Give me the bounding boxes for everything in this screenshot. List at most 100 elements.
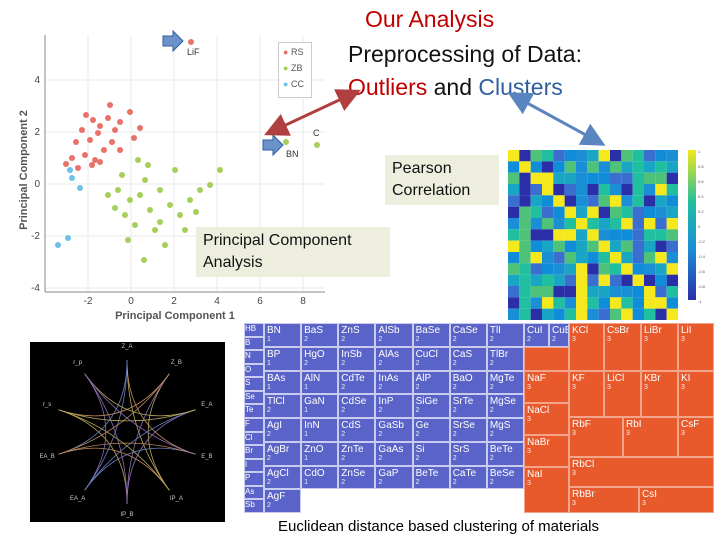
heatmap-cell bbox=[598, 274, 610, 286]
pca-gridlines bbox=[45, 35, 325, 292]
treemap-cell-label: NaF bbox=[527, 373, 546, 384]
heatmap-cell bbox=[519, 240, 531, 252]
treemap-cell: CdSe 2 bbox=[338, 394, 376, 418]
heatmap-cell bbox=[519, 252, 531, 264]
treemap-cell: KCl 3 bbox=[569, 323, 604, 371]
heatmap-cell bbox=[598, 195, 610, 207]
cc-points bbox=[55, 167, 83, 248]
heatmap-cell bbox=[610, 206, 622, 218]
outlier-markers bbox=[188, 39, 320, 148]
chord-diagram: Z_A Z_B E_A E_B IP_A IP_B EA_A EA_B r_s r_p bbox=[30, 342, 225, 522]
heatmap-cells bbox=[508, 150, 678, 320]
heatmap-cell bbox=[542, 172, 554, 184]
heatmap-cell bbox=[655, 184, 667, 196]
treemap-cell-label: BeSe bbox=[489, 467, 515, 479]
treemap-cell-label: RbCl bbox=[572, 459, 595, 470]
treemap-cell-cluster: 3 bbox=[681, 430, 685, 437]
treemap-cell-label: RbF bbox=[572, 419, 591, 430]
heatmap-cell bbox=[530, 184, 542, 196]
heatmap-cell bbox=[564, 308, 576, 320]
treemap-cell-cluster: 3 bbox=[626, 430, 630, 437]
treemap-sidebar-cell: F bbox=[244, 418, 264, 432]
heatmap-cell bbox=[666, 240, 678, 252]
heatmap-cell bbox=[621, 308, 633, 320]
chord-link bbox=[126, 409, 196, 505]
treemap-cell: InP 2 bbox=[375, 394, 413, 418]
treemap-cell-label: MgS bbox=[489, 420, 511, 431]
heatmap-cell bbox=[632, 274, 644, 286]
treemap-cell-cluster: 1 bbox=[304, 407, 309, 415]
treemap-cell: CdO 1 bbox=[301, 465, 339, 490]
treemap-cell-cluster: 2 bbox=[415, 383, 420, 391]
treemap-cell: LiBr 3 bbox=[641, 323, 678, 371]
heatmap-cell bbox=[666, 252, 678, 264]
heatmap-cell bbox=[666, 150, 678, 162]
chord-node-label: IP_B bbox=[120, 512, 133, 518]
heatmap-cell bbox=[587, 274, 599, 286]
heatmap-cell bbox=[655, 252, 667, 264]
treemap-cell: SiGe 2 bbox=[412, 394, 450, 418]
treemap-cell-label: MgTe bbox=[489, 372, 515, 384]
treemap-cell-label: NaCl bbox=[527, 405, 550, 416]
treemap-sidebar-cell: P bbox=[244, 472, 264, 486]
heatmap-cell bbox=[542, 195, 554, 207]
treemap-cell-label: AlSb bbox=[378, 325, 400, 336]
heatmap-cell bbox=[587, 218, 599, 230]
treemap-cell: KI 3 bbox=[678, 371, 714, 417]
treemap-cell-label: RbI bbox=[626, 419, 642, 430]
heatmap-cell bbox=[542, 150, 554, 162]
pearson-line-1: Pearson bbox=[392, 160, 452, 177]
heatmap-cell bbox=[655, 195, 667, 207]
legend-item-rs: ● RS bbox=[283, 47, 303, 57]
treemap-cell-label: KI bbox=[681, 373, 691, 384]
rs-points bbox=[63, 102, 143, 171]
x-tick: -2 bbox=[84, 296, 93, 307]
treemap-cell: NaCl 3 bbox=[524, 403, 569, 435]
treemap-cell-label: GaP bbox=[378, 467, 399, 479]
heatmap-cell bbox=[610, 274, 622, 286]
treemap-cell-cluster: 3 bbox=[642, 500, 646, 507]
treemap-cell: AgI 2 bbox=[264, 418, 302, 442]
treemap-cell: BeTe 2 bbox=[486, 441, 524, 466]
heatmap-cell bbox=[530, 308, 542, 320]
treemap-cell-cluster: 2 bbox=[341, 478, 346, 486]
treemap-cell-label: NaI bbox=[527, 469, 543, 480]
heatmap-cell bbox=[644, 274, 656, 286]
heatmap-cell bbox=[644, 286, 656, 298]
treemap-cell-cluster: 2 bbox=[341, 359, 346, 367]
heatmap-cell bbox=[564, 240, 576, 252]
treemap-cell: GaSb 2 bbox=[375, 418, 413, 442]
treemap-cell: BaO 2 bbox=[449, 370, 487, 395]
heatmap-cell bbox=[553, 240, 565, 252]
heatmap-cell bbox=[576, 240, 588, 252]
pca-y-label: Principal Component 2 bbox=[18, 110, 30, 230]
y-tick: -2 bbox=[31, 231, 40, 242]
treemap-cell: AgBr 2 bbox=[264, 441, 302, 466]
treemap-cell-label: CdTe bbox=[341, 372, 365, 384]
treemap-cell-label: BaS bbox=[304, 325, 324, 336]
treemap-cell-cluster: 2 bbox=[452, 454, 457, 462]
treemap-cell-cluster: 1 bbox=[267, 383, 271, 391]
treemap-cell-label: TlI bbox=[489, 325, 501, 336]
treemap-cell: CdTe 2 bbox=[338, 370, 376, 395]
heatmap-cell bbox=[598, 172, 610, 184]
treemap-cell: CuI 2 bbox=[524, 323, 549, 347]
heatmap-cell bbox=[610, 229, 622, 241]
heatmap-cell bbox=[553, 274, 565, 286]
heatmap-cell bbox=[564, 218, 576, 230]
treemap-cell: AlP 2 bbox=[412, 370, 450, 395]
heatmap-cell bbox=[587, 240, 599, 252]
heatmap-cell bbox=[519, 218, 531, 230]
treemap-cell-cluster: 2 bbox=[489, 383, 494, 391]
treemap-cell: BeTe 2 bbox=[412, 465, 450, 490]
chord-node-label: E_A bbox=[201, 402, 212, 408]
heatmap-cell bbox=[576, 308, 588, 320]
heatmap-cell bbox=[542, 286, 554, 298]
heatmap-cell bbox=[508, 218, 520, 230]
treemap-cell-label: BaO bbox=[452, 372, 473, 384]
heatmap-cell bbox=[564, 161, 576, 173]
treemap-cell: RbI 3 bbox=[623, 417, 678, 457]
colorbar-tick: -0.8 bbox=[698, 284, 705, 289]
heatmap-cell bbox=[587, 172, 599, 184]
treemap-sidebar-cell: Br bbox=[244, 445, 264, 459]
